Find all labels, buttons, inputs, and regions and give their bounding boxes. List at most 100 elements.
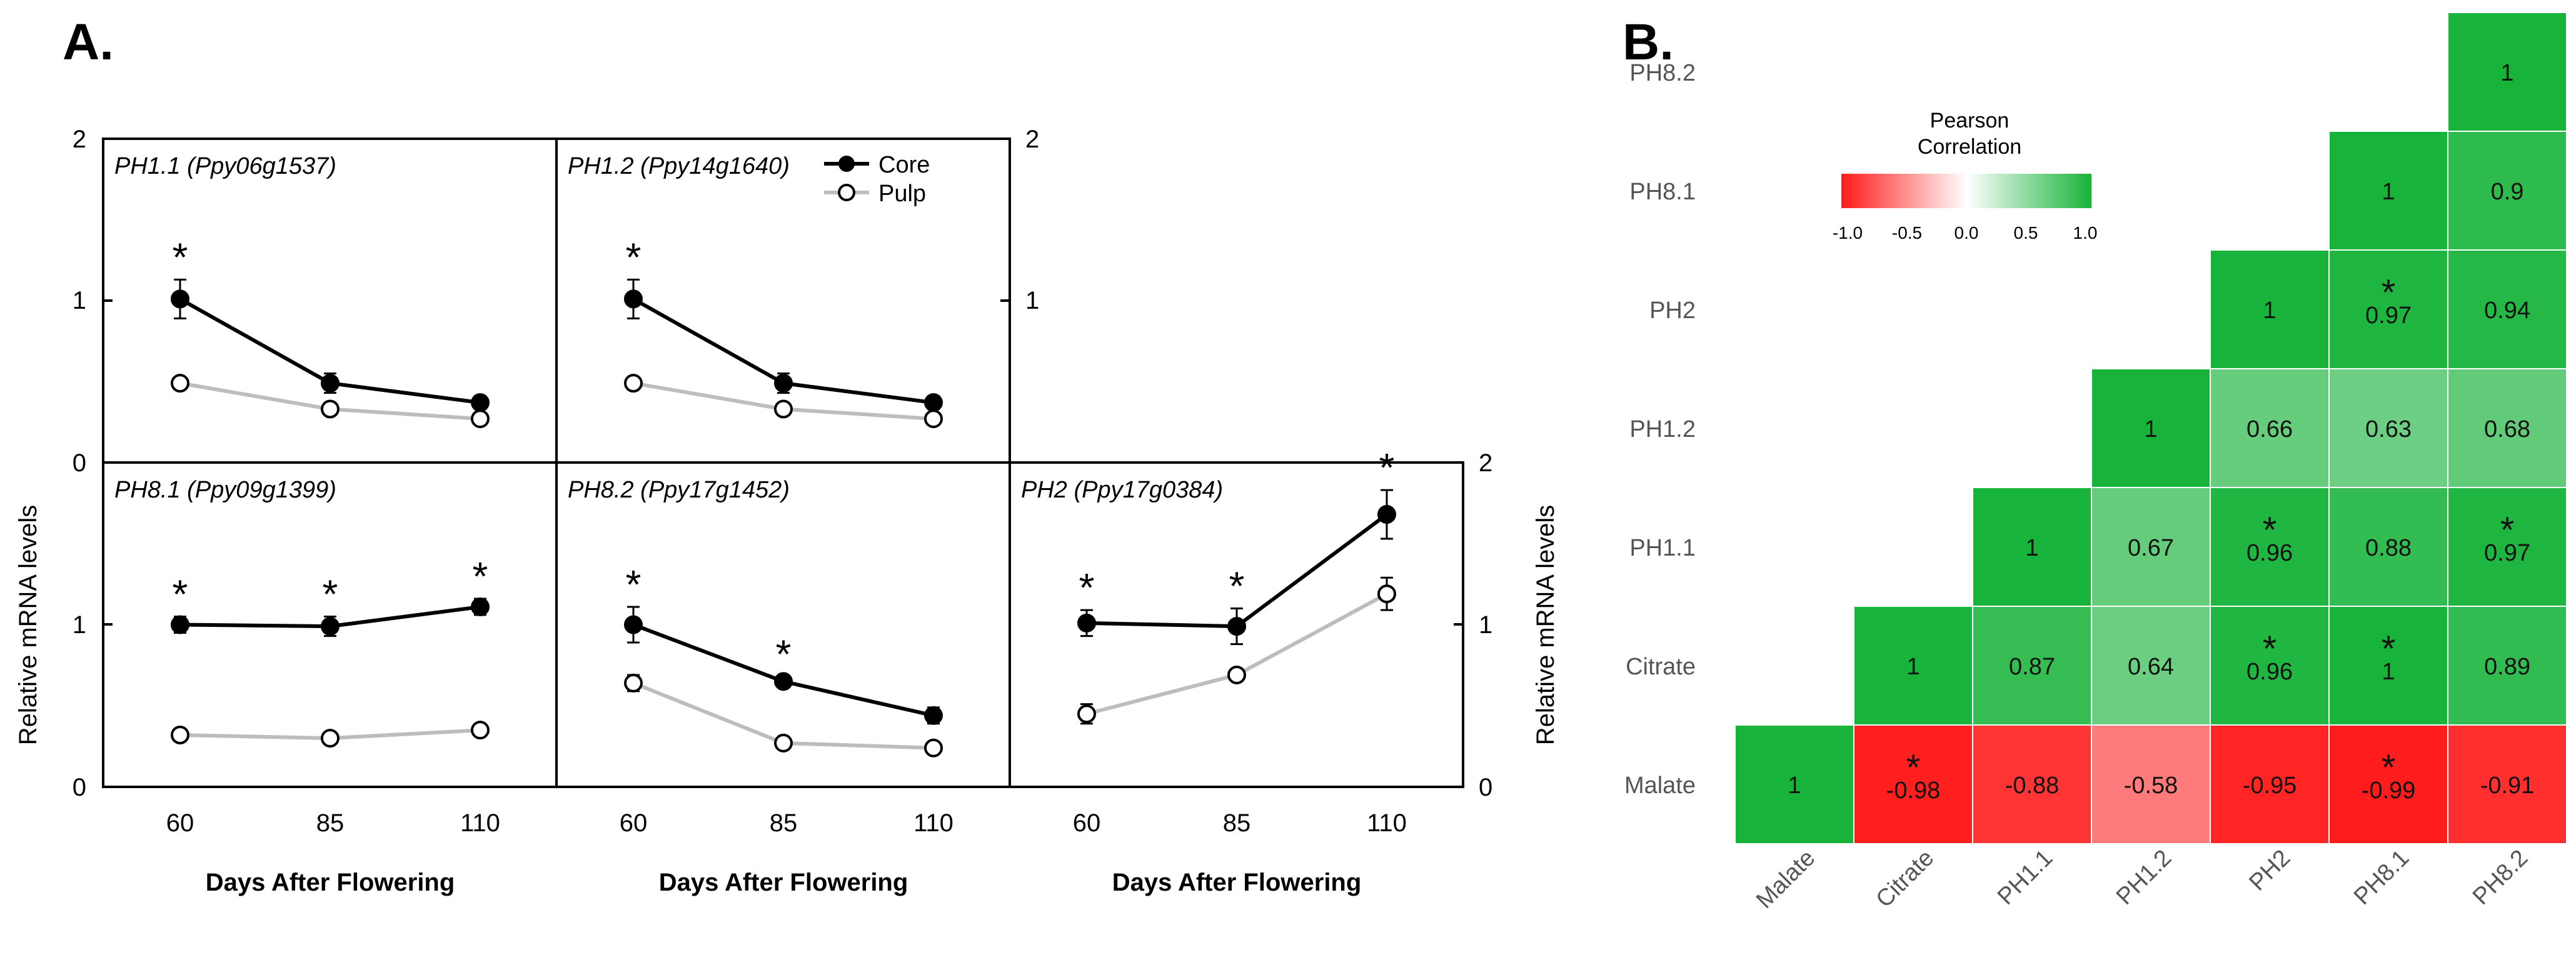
y-axis-label-right: Relative mRNA levels <box>1532 505 1559 746</box>
subplot-title: PH2 (Ppy17g0384) <box>1021 477 1223 503</box>
pulp-data-point <box>471 721 490 740</box>
pulp-data-point <box>924 738 943 758</box>
core-data-point <box>924 393 943 412</box>
significance-marker: * <box>1079 565 1095 610</box>
heatmap-cell <box>2447 131 2567 251</box>
heatmap-col-label: PH1.2 <box>2111 845 2176 910</box>
heatmap-value-label: -0.88 <box>2005 772 2060 799</box>
heatmap-cell <box>2328 487 2448 607</box>
heatmap-value-label: 1 <box>2144 416 2157 442</box>
colorbar-title: Correlation <box>1918 135 2021 159</box>
core-legend-marker <box>838 156 855 172</box>
heatmap-cell <box>2447 12 2567 132</box>
y-axis-label-left: Relative mRNA levels <box>14 505 42 746</box>
heatmap-value-label: 0.66 <box>2246 416 2293 442</box>
heatmap-cell <box>2447 606 2567 726</box>
panel-b-label: B. <box>1623 14 1674 71</box>
heatmap-value-label: 1 <box>1906 654 1919 680</box>
subplot-title: PH8.2 (Ppy17g1452) <box>568 477 790 503</box>
heatmap-value-label: 0.9 <box>2491 179 2524 205</box>
x-tick-label: 110 <box>913 809 953 837</box>
significance-marker: * <box>2382 629 2396 669</box>
heatmap-value-label: 0.97 <box>2365 302 2412 329</box>
tick-label: 1 <box>1479 611 1492 639</box>
colorbar-tick: 0.0 <box>1955 223 1979 242</box>
pulp-data-point <box>924 409 943 429</box>
right-axis-ticks: 2 1 2 1 0 <box>1000 126 1492 801</box>
core-data-point <box>321 374 340 393</box>
colorbar-tick: 1.0 <box>2073 223 2098 242</box>
heatmap-value-label: -0.99 <box>2362 778 2416 804</box>
heatmap-value-label: 1 <box>2382 179 2395 205</box>
heatmap-value-label: 1 <box>2500 60 2513 86</box>
heatmap-col-label: PH8.1 <box>2349 845 2414 910</box>
core-data-point <box>1077 613 1096 632</box>
heatmap-row-label: PH1.1 <box>1629 535 1696 561</box>
subplot-title: PH1.1 (Ppy06g1537) <box>114 153 336 179</box>
colorbar-title: Pearson <box>1930 109 2010 132</box>
heatmap-cell <box>2091 606 2211 726</box>
significance-marker: * <box>776 632 792 677</box>
pulp-legend-marker <box>838 184 855 201</box>
tick-label: 1 <box>1025 287 1039 314</box>
significance-marker: * <box>323 572 338 617</box>
svg-text:Relative mRNA levels: Relative mRNA levels <box>1532 505 1559 746</box>
heatmap-cell <box>2447 724 2567 844</box>
heatmap-value-label: 0.64 <box>2128 654 2174 680</box>
x-tick-label: 85 <box>316 809 345 837</box>
core-data-point <box>171 615 189 634</box>
heatmap-col-label: PH1.1 <box>1993 845 2058 910</box>
x-tick-label: 85 <box>770 809 798 837</box>
heatmap-cell <box>1972 724 2092 844</box>
pulp-data-point <box>321 399 340 419</box>
x-tick-label: 110 <box>460 809 500 837</box>
tick-label: 2 <box>73 126 86 153</box>
core-data-point <box>1377 505 1396 524</box>
heatmap-value-label: 1 <box>2025 535 2038 561</box>
significance-marker: * <box>1379 445 1395 490</box>
heatmap-value-label: 0.89 <box>2484 654 2530 680</box>
heatmap-value-label: -0.95 <box>2243 772 2297 799</box>
heatmap-cell <box>1972 606 2092 726</box>
x-tick-label: 60 <box>166 809 194 837</box>
heatmap-value-label: 0.88 <box>2365 535 2412 561</box>
heatmap-row-label: PH1.2 <box>1629 416 1696 442</box>
colorbar <box>1841 174 2091 208</box>
core-data-point <box>471 597 490 616</box>
heatmap-cell <box>1853 606 1973 726</box>
heatmap-value-label: 0.96 <box>2246 659 2293 685</box>
pulp-data-point <box>1077 704 1096 724</box>
x-tick-label: 85 <box>1223 809 1251 837</box>
panel-a-label: A. <box>63 14 114 71</box>
heatmap-row-label: PH2 <box>1649 298 1696 324</box>
heatmap-value-label: -0.98 <box>1886 778 1941 804</box>
core-data-point <box>624 289 643 309</box>
heatmap-value-label: 0.94 <box>2484 298 2530 324</box>
heatmap-value-label: 1 <box>2263 298 2276 324</box>
significance-marker: * <box>473 554 488 599</box>
significance-marker: * <box>173 572 188 617</box>
pulp-data-point <box>624 374 643 393</box>
heatmap-value-label: -0.58 <box>2124 772 2178 799</box>
heatmap-cell <box>2210 724 2330 844</box>
tick-label: 0 <box>73 774 86 801</box>
colorbar-tick: 0.5 <box>2014 223 2038 242</box>
significance-marker: * <box>2382 272 2396 313</box>
pulp-data-point <box>774 733 793 752</box>
heatmap-value-label: 1 <box>1788 772 1801 799</box>
pulp-data-point <box>1227 665 1246 684</box>
heatmap-cell <box>1972 487 2092 607</box>
significance-marker: * <box>1906 748 1921 788</box>
heatmap-value-label: 0.87 <box>2009 654 2055 680</box>
heatmap-cell <box>2210 487 2330 607</box>
line-chart-marks: * * * * * * * * * * <box>171 234 1396 758</box>
heatmap-col-label: Malate <box>1751 845 1820 914</box>
line-legend: Core Pulp <box>824 152 930 207</box>
x-tick-label: 60 <box>620 809 648 837</box>
tick-label: 2 <box>1479 449 1492 477</box>
x-axis-ticks: 60 85 110 60 85 110 60 85 110 <box>166 809 1407 837</box>
significance-marker: * <box>2263 510 2277 551</box>
significance-marker: * <box>2263 629 2277 669</box>
heatmap-cell <box>2091 368 2211 488</box>
